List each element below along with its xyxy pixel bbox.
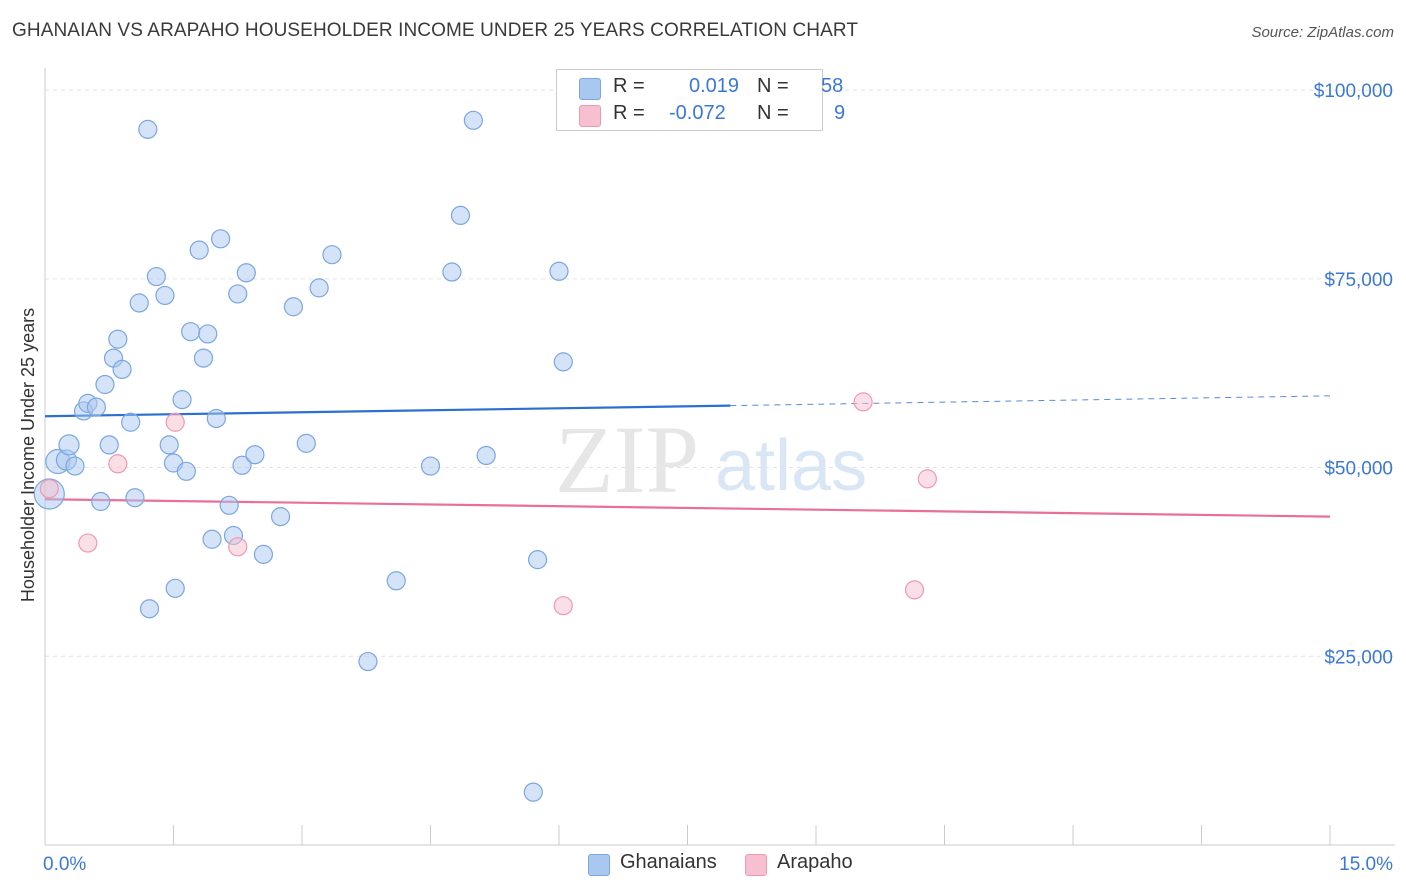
- data-point-arapaho: [904, 580, 925, 600]
- watermark-atlas: atlas: [715, 426, 867, 506]
- data-point-ghanaians: [193, 348, 214, 368]
- data-point-ghanaians: [527, 550, 548, 570]
- data-point-ghanaians: [283, 297, 304, 317]
- x-tick-label: 15.0%: [1339, 854, 1393, 875]
- data-point-ghanaians: [165, 578, 185, 598]
- y-tick-label: $50,000: [1324, 459, 1393, 480]
- data-point-ghanaians: [450, 205, 471, 226]
- data-point-ghanaians: [139, 599, 160, 619]
- data-point-arapaho: [78, 533, 98, 553]
- data-point-ghanaians: [236, 263, 256, 283]
- data-point-ghanaians: [358, 651, 378, 672]
- data-point-ghanaians: [442, 262, 462, 282]
- legend-n-label: N =: [757, 75, 789, 97]
- watermark-zip: ZIP: [555, 406, 699, 513]
- data-point-arapaho: [853, 392, 873, 412]
- data-point-ghanaians: [198, 324, 218, 344]
- data-point-ghanaians: [99, 435, 119, 455]
- data-point-ghanaians: [159, 435, 179, 455]
- data-point-ghanaians: [476, 445, 496, 466]
- data-point-ghanaians: [108, 329, 128, 349]
- trend-line-extension-ghanaians: [730, 395, 1331, 407]
- data-point-ghanaians: [228, 284, 248, 304]
- data-point-ghanaians: [181, 322, 201, 342]
- y-tick-label: $75,000: [1324, 270, 1393, 291]
- legend-r-value: -0.072: [669, 102, 726, 124]
- data-point-ghanaians: [232, 455, 252, 475]
- data-point-ghanaians: [176, 461, 196, 481]
- trend-line-ghanaians: [44, 404, 731, 418]
- trend-lines: [44, 395, 1331, 518]
- data-point-arapaho: [553, 596, 573, 616]
- data-point-ghanaians: [91, 491, 111, 512]
- data-point-ghanaians: [125, 488, 145, 508]
- y-tick-label: $100,000: [1314, 81, 1393, 102]
- legend-r-value: 0.019: [689, 75, 740, 97]
- legend-row-arapaho: R = -0.072 N = 9: [579, 102, 845, 128]
- legend-n-label: N =: [757, 102, 789, 124]
- bottom-legend-label-arapaho: Arapaho: [777, 851, 853, 873]
- data-point-ghanaians: [206, 408, 226, 429]
- gridlines: [45, 89, 1395, 657]
- y-tick-label: $25,000: [1324, 647, 1393, 668]
- data-point-ghanaians: [112, 359, 132, 380]
- correlation-legend: R = 0.019 N = 58 R = -0.072 N = 9: [556, 69, 845, 131]
- bottom-legend-label-ghanaians: Ghanaians: [620, 851, 717, 873]
- data-point-ghanaians: [129, 293, 149, 313]
- data-point-ghanaians: [553, 352, 573, 372]
- data-point-ghanaians: [420, 456, 441, 476]
- legend-r-label: R =: [613, 102, 645, 124]
- bottom-legend-swatch-ghanaians: [588, 854, 610, 876]
- data-point-ghanaians: [58, 434, 80, 456]
- data-point-ghanaians: [549, 261, 569, 281]
- data-point-arapaho: [917, 469, 937, 489]
- data-point-ghanaians: [219, 495, 239, 515]
- axes: [44, 68, 1395, 846]
- legend-swatch-ghanaians: [579, 78, 601, 100]
- data-point-ghanaians: [202, 529, 222, 549]
- data-point-ghanaians: [138, 119, 158, 139]
- data-points: [33, 110, 937, 802]
- axis-labels: $25,000 $50,000 $75,000 $100,000 0.0% 15.0% Ho…: [18, 81, 1393, 875]
- legend-n-value: 58: [821, 75, 844, 97]
- data-point-ghanaians: [322, 245, 342, 265]
- data-point-ghanaians: [211, 229, 231, 249]
- source-label: Source: ZipAtlas.com: [1251, 24, 1394, 41]
- data-point-ghanaians: [386, 571, 406, 591]
- data-point-ghanaians: [253, 544, 274, 564]
- y-axis-title: Householder Income Under 25 years: [18, 308, 38, 602]
- data-point-ghanaians: [463, 110, 483, 130]
- data-point-ghanaians: [86, 397, 107, 417]
- legend-r-label: R =: [613, 75, 645, 97]
- legend-row-ghanaians: R = 0.019 N = 58: [579, 75, 843, 101]
- data-point-arapaho: [108, 454, 128, 474]
- data-point-ghanaians: [121, 412, 141, 432]
- data-point-ghanaians: [189, 240, 209, 260]
- data-point-ghanaians: [245, 445, 265, 465]
- data-point-ghanaians: [523, 782, 543, 802]
- bottom-legend-swatch-arapaho: [745, 854, 767, 876]
- x-tick-label: 0.0%: [43, 854, 86, 875]
- legend-n-value: 9: [834, 102, 846, 124]
- data-point-ghanaians: [172, 390, 192, 410]
- trend-line-arapaho: [44, 498, 1331, 518]
- data-point-ghanaians: [95, 374, 115, 395]
- data-point-arapaho: [39, 479, 59, 499]
- legend-swatch-arapaho: [579, 105, 601, 127]
- watermark: ZIP atlas: [555, 406, 867, 513]
- data-point-arapaho: [228, 537, 248, 557]
- data-point-ghanaians: [65, 456, 85, 476]
- data-point-ghanaians: [309, 278, 329, 298]
- data-point-arapaho: [165, 412, 185, 432]
- chart-title: GHANAIAN VS ARAPAHO HOUSEHOLDER INCOME U…: [12, 20, 859, 41]
- data-point-ghanaians: [296, 433, 316, 453]
- data-point-ghanaians: [270, 507, 291, 527]
- data-point-ghanaians: [146, 266, 166, 287]
- data-point-ghanaians: [155, 285, 175, 306]
